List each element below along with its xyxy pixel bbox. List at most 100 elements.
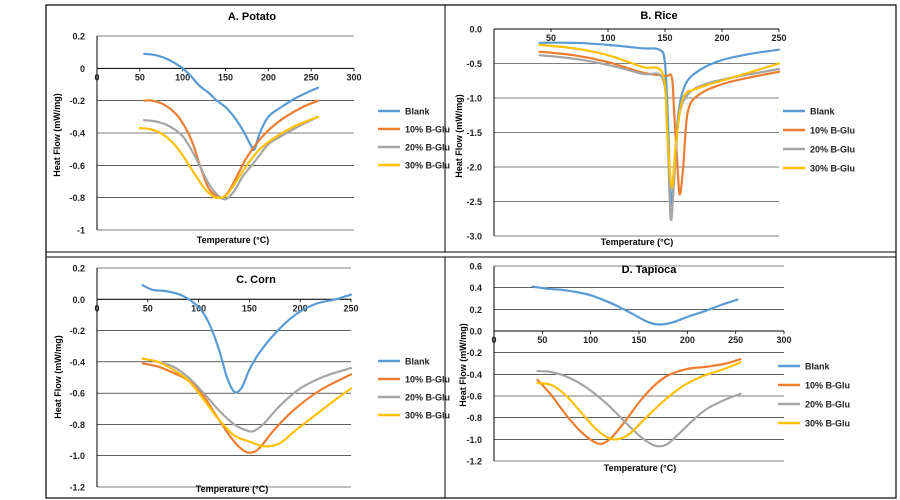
y-tick-label: -1.0	[466, 94, 482, 104]
y-tick-label: -1	[77, 226, 85, 236]
x-tick-label: 300	[776, 335, 791, 345]
series-line-1	[141, 284, 353, 394]
legend-label: 20% B-Glu	[405, 143, 450, 153]
x-tick-label: 0	[94, 72, 99, 82]
figure-frame	[45, 4, 897, 499]
chart-title: D. Tapioca	[622, 264, 678, 276]
y-axis-label: Heat Flow (mW/mg)	[458, 323, 468, 407]
legend-label: Blank	[405, 107, 431, 117]
y-tick-label: -1.0	[69, 451, 85, 461]
series-line-4	[536, 361, 742, 441]
y-tick-label: -0.8	[69, 193, 85, 203]
legend-label: 30% B-Glu	[405, 161, 450, 171]
x-axis-label: Temperature (°C)	[196, 484, 268, 494]
y-axis-label: Heat Flow (mW/mg)	[53, 335, 63, 419]
y-tick-label: 0.0	[72, 295, 85, 305]
y-axis-label: Heat Flow (mW/mg)	[454, 94, 464, 178]
y-tick-label: -1.5	[466, 128, 482, 138]
series-line-4	[138, 115, 320, 199]
chart-panel-4: 0.6 0.4 0.2 0.0 -0.2 -0.4 -0.6 -0.8 -1.0 -1.2 0 50 1…	[444, 256, 897, 499]
y-tick-label: -0.2	[466, 348, 482, 358]
y-tick-label: -2.5	[466, 197, 482, 207]
chart-panel-1: 0.2 0 -0.2 -0.4 -0.6 -0.8 -1 0 50 100 150 200 250 300…	[45, 4, 450, 253]
x-tick-label: 50	[143, 303, 153, 313]
x-tick-label: 50	[135, 72, 145, 82]
series-line-3	[536, 370, 742, 448]
y-tick-label: -0.6	[466, 392, 482, 402]
x-tick-label: 50	[537, 335, 547, 345]
y-tick-label: -0.8	[466, 413, 482, 423]
y-tick-label: -3.0	[466, 232, 482, 242]
series-line-4	[141, 357, 353, 448]
y-tick-label: 0.2	[72, 32, 85, 42]
x-tick-label: 100	[175, 72, 190, 82]
y-tick-label: 0.2	[72, 264, 85, 274]
x-tick-label: 250	[343, 303, 358, 313]
y-tick-label: -0.5	[466, 59, 482, 69]
y-tick-label: -1.2	[466, 457, 482, 467]
y-tick-label: -0.6	[69, 389, 85, 399]
y-tick-label: 0	[80, 64, 85, 74]
panel-border	[444, 256, 897, 499]
y-tick-label: 0.6	[469, 262, 482, 272]
series-line-1	[143, 52, 320, 152]
x-tick-label: 150	[631, 335, 646, 345]
x-tick-label: 50	[546, 33, 556, 43]
chart-title: A. Potato	[228, 11, 277, 23]
legend-label: 30% B-Glu	[810, 164, 855, 174]
series-line-2	[143, 99, 320, 200]
x-tick-label: 200	[714, 33, 729, 43]
x-tick-label: 100	[600, 33, 615, 43]
y-tick-label: -1.0	[466, 435, 482, 445]
legend-label: 30% B-Glu	[805, 419, 850, 429]
legend-label: 10% B-Glu	[405, 375, 450, 385]
legend-label: 10% B-Glu	[805, 381, 850, 391]
legend-label: Blank	[405, 357, 431, 367]
series-line-2	[141, 362, 353, 454]
x-tick-label: 200	[293, 303, 308, 313]
y-tick-label: -2.0	[466, 163, 482, 173]
legend-label: Blank	[805, 362, 831, 372]
legend-label: 10% B-Glu	[810, 126, 855, 136]
legend-label: 30% B-Glu	[405, 411, 450, 421]
x-tick-label: 200	[680, 335, 695, 345]
series-line-1	[531, 285, 739, 326]
x-tick-label: 250	[771, 33, 786, 43]
y-tick-label: -0.4	[466, 370, 482, 380]
y-axis-label: Heat Flow (mW/mg)	[52, 93, 62, 177]
legend-label: 20% B-Glu	[805, 400, 850, 410]
y-tick-label: 0.0	[469, 327, 482, 337]
x-tick-label: 300	[346, 72, 361, 82]
series-line-1	[538, 41, 781, 207]
chart-panel-2: 0.0 -0.5 -1.0 -1.5 -2.0 -2.5 -3.0 50 100 150 200 25…	[444, 4, 897, 253]
series-line-3	[141, 357, 353, 433]
series-line-4	[538, 43, 781, 189]
legend-label: 10% B-Glu	[405, 125, 450, 135]
x-tick-label: 100	[583, 335, 598, 345]
x-tick-label: 0	[94, 303, 99, 313]
y-tick-label: -0.4	[69, 357, 85, 367]
legend-label: 20% B-Glu	[405, 393, 450, 403]
y-tick-label: -0.2	[69, 96, 85, 106]
legend-label: Blank	[810, 107, 836, 117]
x-tick-label: 200	[261, 72, 276, 82]
x-tick-label: 150	[242, 303, 257, 313]
y-tick-label: 0.4	[469, 283, 482, 293]
y-tick-label: -0.2	[69, 326, 85, 336]
y-tick-label: 0.2	[469, 305, 482, 315]
chart-panel-3: 0.20.0-0.2-0.4-0.6-0.8-1.0-1.20 50 100 150 2…	[45, 256, 450, 499]
x-tick-label: 250	[304, 72, 319, 82]
x-axis-label: Temperature (°C)	[601, 237, 673, 247]
x-axis-label: Temperature (°C)	[604, 463, 676, 473]
y-tick-label: -0.4	[69, 129, 85, 139]
chart-title: C. Corn	[236, 274, 276, 286]
series-line-2	[538, 50, 781, 196]
series-line-3	[143, 115, 320, 201]
y-tick-label: -0.6	[69, 161, 85, 171]
x-tick-label: 250	[728, 335, 743, 345]
legend-label: 20% B-Glu	[810, 145, 855, 155]
series-line-3	[538, 54, 781, 222]
x-tick-label: 150	[218, 72, 233, 82]
y-tick-label: -1.2	[69, 483, 85, 493]
